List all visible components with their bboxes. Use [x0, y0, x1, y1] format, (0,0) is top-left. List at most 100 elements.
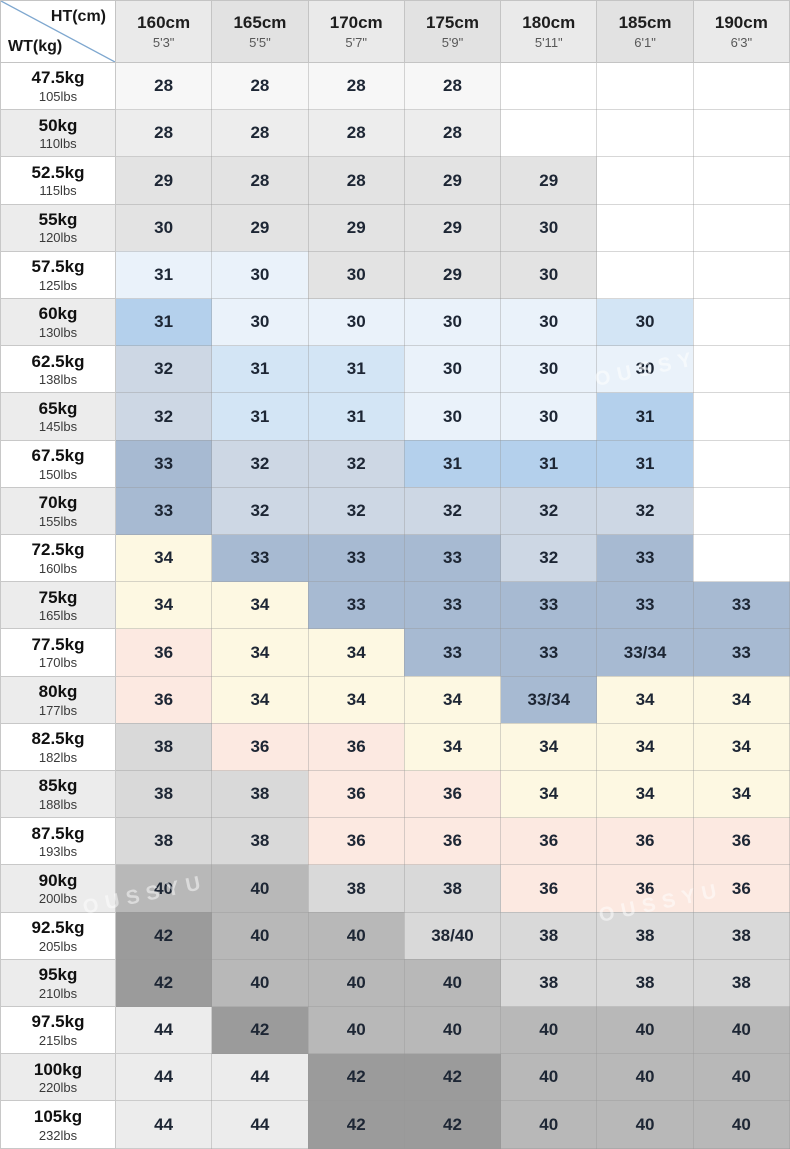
- size-cell: 31: [403, 439, 502, 488]
- size-value: 31: [346, 406, 366, 426]
- size-value: 33: [731, 595, 751, 615]
- weight-lbs-label: 188lbs: [38, 796, 78, 812]
- weight-kg-label: 72.5kg: [31, 540, 85, 560]
- size-cell: 30: [307, 250, 405, 300]
- size-value: 30: [635, 359, 655, 379]
- size-cell: 32: [596, 486, 694, 536]
- size-value: 38: [250, 831, 270, 851]
- row-header: 50kg 110lbs: [0, 109, 116, 158]
- size-cell: 44: [211, 1100, 309, 1149]
- empty-cell: [692, 486, 790, 536]
- empty-cell: [692, 439, 790, 488]
- size-cell: 40: [211, 864, 309, 913]
- size-value: 30: [539, 264, 559, 284]
- table-row: 70kg 155lbs 33 32 32 32 32 32: [0, 486, 790, 536]
- size-value: 29: [539, 170, 559, 190]
- size-value: 33: [539, 595, 559, 615]
- size-value: 30: [154, 217, 174, 237]
- size-cell: 38: [211, 770, 309, 819]
- size-cell: 33: [211, 534, 309, 583]
- size-cell: 32: [114, 345, 213, 394]
- weight-kg-label: 57.5kg: [31, 257, 85, 277]
- size-value: 40: [731, 1020, 751, 1040]
- size-cell: 33: [692, 628, 790, 677]
- height-cm-label: 175cm: [426, 12, 479, 32]
- weight-kg-label: 77.5kg: [31, 634, 85, 654]
- size-cell: 30: [403, 392, 502, 441]
- size-cell: 38: [211, 817, 309, 866]
- size-value: 29: [154, 170, 174, 190]
- size-cell: 36: [596, 864, 694, 913]
- size-cell: 38: [307, 864, 405, 913]
- size-value: 40: [539, 1067, 559, 1087]
- row-header: 47.5kg 105lbs: [0, 61, 116, 111]
- size-value: 40: [250, 925, 270, 945]
- size-value: 30: [539, 312, 559, 332]
- size-value: 31: [154, 312, 174, 332]
- size-value: 40: [346, 1020, 366, 1040]
- size-cell: 31: [500, 439, 598, 488]
- size-value: 36: [346, 736, 366, 756]
- height-ft-label: 5'3": [152, 35, 175, 51]
- size-value: 38: [154, 736, 174, 756]
- row-header: 75kg 165lbs: [0, 581, 116, 630]
- size-cell: 30: [596, 345, 694, 394]
- weight-kg-label: 60kg: [38, 304, 78, 324]
- size-cell: 42: [114, 958, 213, 1008]
- height-ft-label: 5'11": [534, 35, 563, 51]
- table-row: 82.5kg 182lbs 38 36 36 34 34 34 34: [0, 722, 790, 772]
- size-cell: 29: [114, 156, 213, 205]
- size-value: 34: [635, 736, 655, 756]
- size-value: 38: [250, 784, 270, 804]
- size-cell: 42: [114, 911, 213, 960]
- size-cell: 30: [403, 345, 502, 394]
- size-cell: 36: [114, 628, 213, 677]
- empty-cell: [596, 109, 694, 158]
- size-cell: 36: [307, 770, 405, 819]
- diagonal-divider-icon: [1, 1, 115, 62]
- size-value: 31: [346, 359, 366, 379]
- size-cell: 33: [307, 534, 405, 583]
- size-value: 30: [250, 312, 270, 332]
- size-value: 36: [154, 642, 174, 662]
- size-value: 28: [346, 76, 366, 96]
- size-value: 28: [154, 76, 174, 96]
- size-value: 34: [635, 784, 655, 804]
- size-cell: 30: [211, 298, 309, 347]
- size-cell: 36: [692, 864, 790, 913]
- size-cell: 33: [403, 628, 502, 677]
- size-cell: 44: [114, 1100, 213, 1149]
- size-cell: 31: [307, 345, 405, 394]
- row-header: 60kg 130lbs: [0, 298, 116, 347]
- weight-kg-label: 62.5kg: [31, 351, 85, 371]
- size-value: 42: [154, 972, 174, 992]
- size-value: 30: [635, 312, 655, 332]
- size-value: 34: [731, 784, 751, 804]
- size-value: 34: [731, 736, 751, 756]
- size-cell: 38/40: [403, 911, 502, 960]
- size-value: 31: [250, 359, 270, 379]
- empty-cell: [692, 345, 790, 394]
- weight-lbs-label: 115lbs: [39, 183, 77, 199]
- size-value: 33: [250, 548, 270, 568]
- size-cell: 40: [403, 958, 502, 1008]
- row-header: 105kg 232lbs: [0, 1100, 116, 1149]
- size-cell: 34: [692, 675, 790, 724]
- column-header: 165cm 5'5": [211, 0, 309, 63]
- height-cm-label: 180cm: [522, 12, 576, 32]
- size-cell: 38: [403, 864, 502, 913]
- size-value: 38: [539, 925, 559, 945]
- size-value: 33: [443, 548, 462, 568]
- size-value: 33/34: [623, 642, 667, 662]
- weight-kg-label: 85kg: [38, 776, 78, 796]
- empty-cell: [692, 61, 790, 111]
- size-cell: 40: [692, 1053, 790, 1102]
- empty-cell: [596, 250, 694, 300]
- weight-lbs-label: 110lbs: [39, 136, 77, 152]
- size-cell: 34: [500, 722, 598, 772]
- size-cell: 30: [403, 298, 502, 347]
- size-cell: 30: [500, 298, 598, 347]
- table-row: 75kg 165lbs 34 34 33 33 33 33 33: [0, 581, 790, 630]
- size-cell: 40: [692, 1100, 790, 1149]
